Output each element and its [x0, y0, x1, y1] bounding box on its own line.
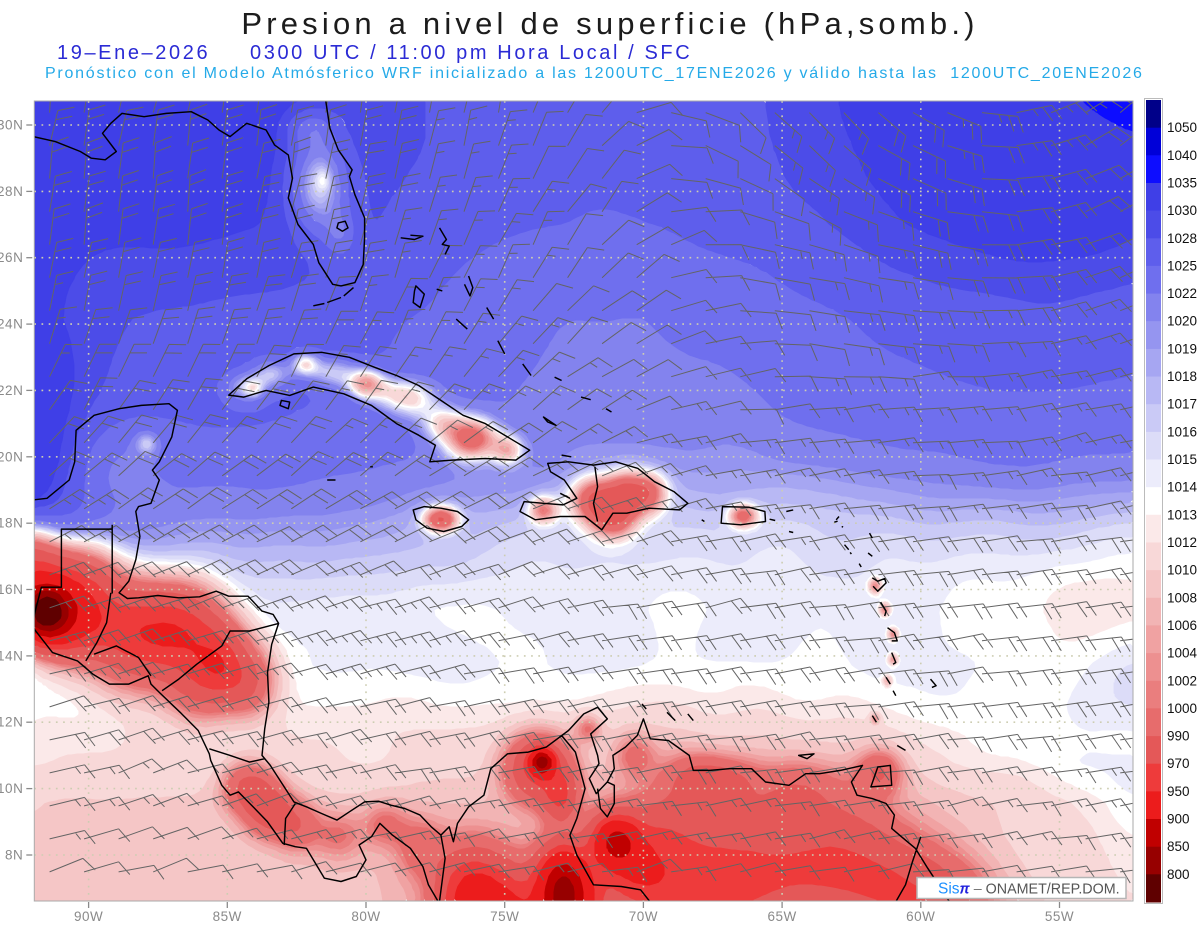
svg-text:70W: 70W — [629, 909, 658, 924]
svg-text:24N: 24N — [0, 317, 23, 332]
svg-text:1004: 1004 — [1167, 646, 1198, 661]
svg-text:16N: 16N — [0, 582, 23, 597]
svg-text:1010: 1010 — [1167, 563, 1197, 578]
svg-text:65W: 65W — [767, 909, 796, 924]
svg-text:1016: 1016 — [1167, 424, 1197, 439]
svg-text:1020: 1020 — [1167, 314, 1197, 329]
svg-text:950: 950 — [1167, 784, 1190, 799]
svg-text:1050: 1050 — [1167, 120, 1197, 135]
svg-text:28N: 28N — [0, 184, 23, 199]
svg-text:1015: 1015 — [1167, 452, 1197, 467]
svg-text:1025: 1025 — [1167, 258, 1197, 273]
svg-text:1018: 1018 — [1167, 369, 1197, 384]
svg-text:1017: 1017 — [1167, 397, 1197, 412]
svg-text:800: 800 — [1167, 867, 1190, 882]
svg-text:85W: 85W — [213, 909, 242, 924]
svg-text:12N: 12N — [0, 715, 23, 730]
svg-text:1013: 1013 — [1167, 507, 1197, 522]
svg-text:60W: 60W — [906, 909, 935, 924]
svg-text:970: 970 — [1167, 756, 1190, 771]
svg-text:1019: 1019 — [1167, 341, 1197, 356]
svg-text:1012: 1012 — [1167, 535, 1197, 550]
svg-text:14N: 14N — [0, 648, 23, 663]
svg-text:30N: 30N — [0, 118, 23, 133]
svg-text:26N: 26N — [0, 250, 23, 265]
svg-text:Sisπ – ONAMET/REP.DOM.: Sisπ – ONAMET/REP.DOM. — [938, 881, 1120, 898]
svg-text:1030: 1030 — [1167, 203, 1197, 218]
svg-text:990: 990 — [1167, 729, 1190, 744]
svg-text:75W: 75W — [490, 909, 519, 924]
svg-text:90W: 90W — [74, 909, 103, 924]
svg-text:850: 850 — [1167, 839, 1190, 854]
svg-text:1040: 1040 — [1167, 148, 1197, 163]
svg-text:900: 900 — [1167, 812, 1190, 827]
svg-text:1002: 1002 — [1167, 673, 1197, 688]
svg-text:80W: 80W — [351, 909, 380, 924]
svg-text:20N: 20N — [0, 449, 23, 464]
svg-text:1014: 1014 — [1167, 480, 1198, 495]
svg-text:1000: 1000 — [1167, 701, 1197, 716]
svg-text:18N: 18N — [0, 516, 23, 531]
svg-text:10N: 10N — [0, 781, 23, 796]
svg-text:8N: 8N — [5, 848, 23, 863]
svg-text:1006: 1006 — [1167, 618, 1197, 633]
svg-text:1028: 1028 — [1167, 231, 1197, 246]
svg-text:1035: 1035 — [1167, 176, 1197, 191]
svg-text:1022: 1022 — [1167, 286, 1197, 301]
svg-text:22N: 22N — [0, 383, 23, 398]
svg-text:55W: 55W — [1045, 909, 1074, 924]
svg-text:1008: 1008 — [1167, 590, 1197, 605]
